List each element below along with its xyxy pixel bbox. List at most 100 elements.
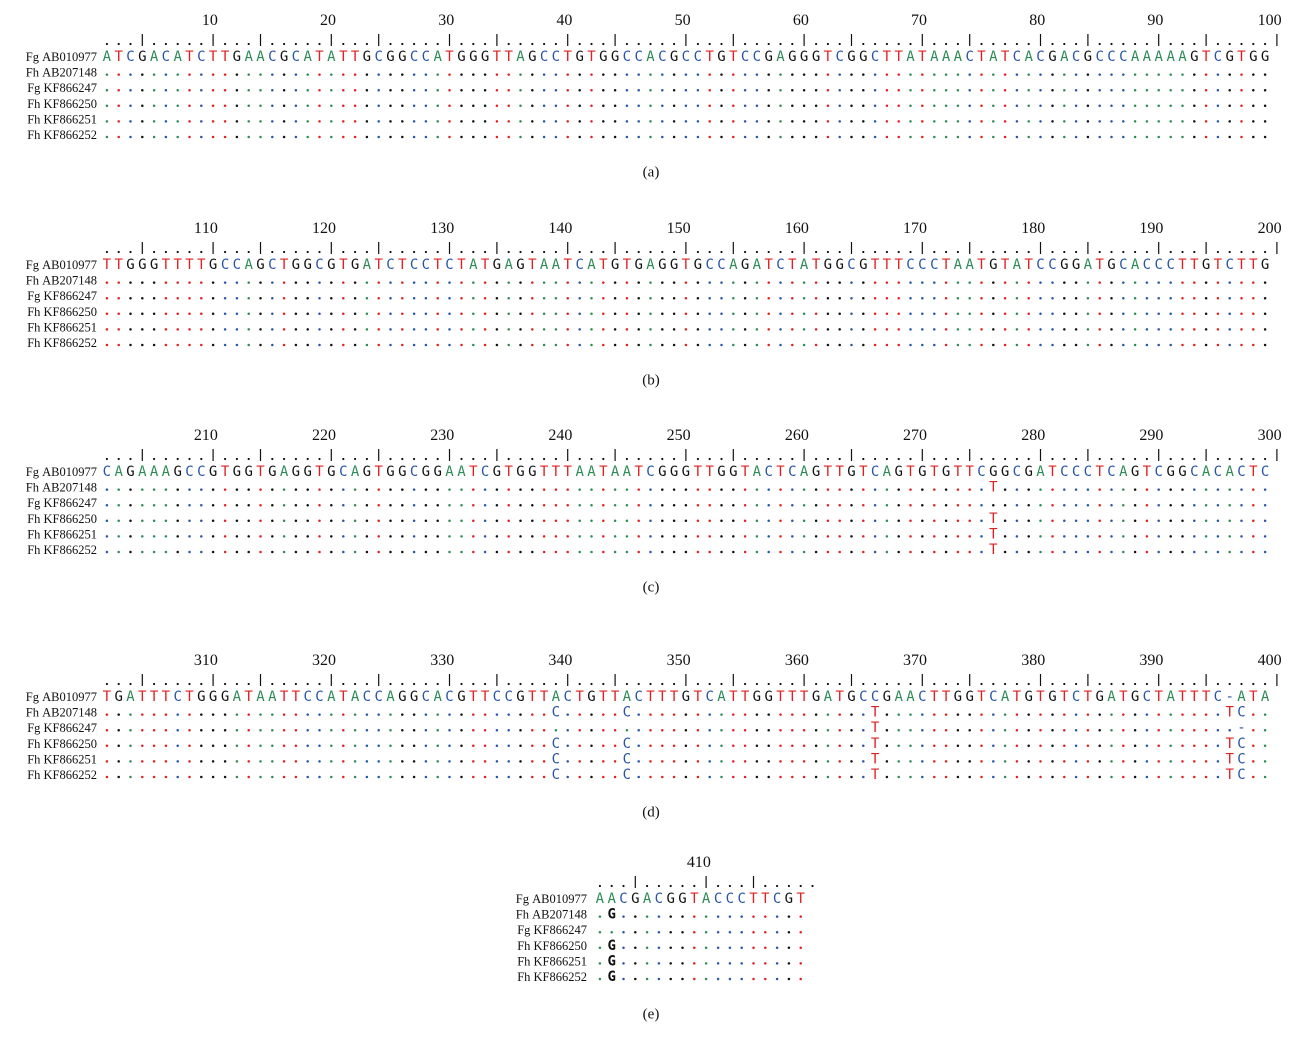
identity-dot	[1027, 760, 1030, 763]
identity-dot	[1193, 296, 1196, 300]
identity-dot	[282, 73, 286, 76]
ruler-dot	[622, 884, 625, 888]
ruler-dot	[696, 457, 700, 461]
ruler-dot	[389, 42, 392, 46]
identity-dot	[661, 535, 664, 538]
identity-dot	[389, 88, 392, 92]
ruler-dot	[1122, 457, 1125, 461]
identity-dot	[117, 535, 120, 538]
ruler-dot	[188, 250, 191, 254]
identity-dot	[779, 760, 782, 763]
identity-dot	[294, 328, 298, 331]
identity-dot	[495, 713, 499, 716]
reference-base: C	[1214, 689, 1222, 705]
position-number: 400	[1258, 652, 1282, 669]
identity-dot	[542, 775, 546, 779]
ruler-dot	[224, 250, 227, 254]
identity-dot	[980, 343, 983, 347]
ruler-dot	[708, 457, 711, 461]
identity-dot	[377, 120, 380, 123]
identity-dot	[802, 503, 806, 507]
identity-dot	[1169, 744, 1172, 748]
ruler-dot	[625, 42, 629, 46]
identity-dot	[259, 713, 262, 716]
identity-dot	[661, 775, 664, 779]
reference-base: C	[422, 49, 430, 65]
identity-dot	[1228, 296, 1231, 300]
ruler-dot	[1075, 457, 1078, 461]
ruler-dot	[342, 457, 345, 461]
ruler-dot	[519, 457, 522, 461]
reference-base: C	[859, 689, 867, 705]
reference-base: G	[658, 464, 666, 480]
identity-dot	[554, 535, 558, 538]
identity-dot	[1122, 503, 1125, 507]
reference-base: A	[800, 257, 809, 273]
identity-dot	[862, 88, 865, 92]
identity-dot	[342, 519, 345, 523]
identity-dot	[862, 73, 865, 76]
identity-dot	[1204, 519, 1208, 523]
reference-base: T	[741, 464, 750, 480]
identity-dot	[483, 760, 487, 763]
reference-base: C	[835, 49, 843, 65]
reference-base: G	[729, 464, 737, 480]
ruler-dot	[164, 682, 167, 686]
identity-dot	[542, 296, 546, 300]
ruler-dot	[1015, 682, 1019, 686]
identity-dot	[708, 713, 711, 716]
reference-base: G	[824, 257, 832, 273]
identity-dot	[1098, 503, 1101, 507]
reference-base: G	[209, 257, 217, 273]
ruler-dot	[767, 250, 770, 254]
ruler-dot	[708, 42, 711, 46]
identity-dot	[282, 343, 286, 347]
identity-dot	[1039, 728, 1042, 732]
identity-dot	[850, 488, 853, 491]
identity-dot	[885, 104, 889, 108]
identity-dot	[802, 120, 806, 123]
identity-dot	[696, 519, 700, 523]
identity-dot	[129, 775, 132, 779]
identity-dot	[211, 535, 215, 538]
ruler-dot	[554, 250, 558, 254]
reference-base: G	[812, 49, 820, 65]
identity-dot	[1122, 135, 1125, 139]
identity-dot	[613, 281, 617, 284]
identity-dot	[661, 343, 664, 347]
identity-dot	[1252, 343, 1255, 347]
identity-dot	[1003, 713, 1007, 716]
identity-dot	[767, 488, 770, 491]
identity-dot	[578, 296, 581, 300]
identity-dot	[1039, 73, 1042, 76]
reference-base: C	[386, 257, 394, 273]
reference-base: C	[1190, 464, 1198, 480]
position-number: 180	[1021, 220, 1045, 237]
ruler-dot	[1004, 682, 1007, 686]
identity-dot	[826, 120, 830, 123]
reference-base: G	[812, 464, 820, 480]
identity-dot	[1228, 120, 1231, 123]
reference-base: T	[138, 689, 147, 705]
identity-dot	[755, 550, 759, 554]
identity-dot	[1181, 135, 1184, 139]
reference-base: T	[894, 49, 903, 65]
identity-dot	[412, 550, 416, 554]
identity-dot	[1252, 73, 1255, 76]
identity-dot	[944, 73, 948, 76]
identity-dot	[1003, 760, 1007, 763]
identity-dot	[657, 930, 661, 934]
identity-dot	[672, 135, 676, 139]
identity-dot	[117, 343, 120, 347]
identity-dot	[661, 728, 664, 732]
identity-dot	[1145, 88, 1149, 92]
reference-base: A	[256, 49, 265, 65]
identity-dot	[223, 135, 227, 139]
identity-dot	[732, 488, 735, 491]
identity-dot	[720, 312, 723, 316]
ruler-dot	[590, 42, 593, 46]
reference-base: G	[1166, 464, 1174, 480]
identity-dot	[542, 760, 546, 763]
identity-dot	[554, 88, 558, 92]
identity-dot	[755, 535, 759, 538]
